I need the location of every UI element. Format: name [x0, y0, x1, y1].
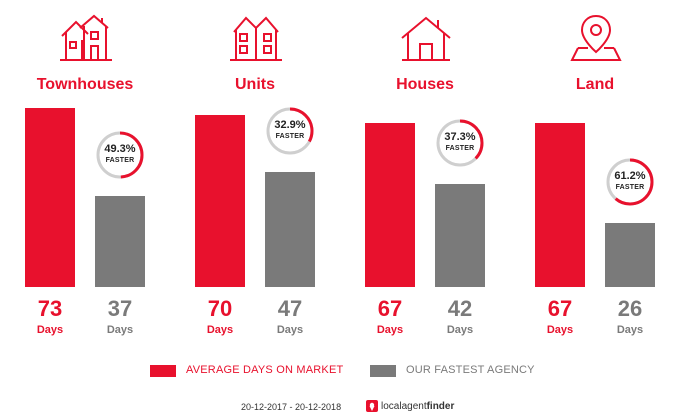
faster-label-units: FASTER [275, 132, 305, 140]
localagentfinder-logo-icon [366, 400, 378, 412]
bar-fastest-units [265, 171, 315, 287]
fast-days-value-townhouses: 37 [107, 296, 133, 321]
fast-days-unit-land: Days [616, 324, 644, 336]
bar-average-townhouses [25, 108, 75, 287]
faster-badge-units: 32.9% FASTER [265, 106, 315, 156]
faster-ring-houses [436, 119, 484, 167]
faster-percent-townhouses: 49.3% [104, 143, 136, 156]
avg-days-value-houses: 67 [377, 296, 403, 321]
faster-label-houses: FASTER [445, 145, 475, 152]
category-label-units: Units [235, 76, 275, 93]
faster-ring-townhouses [96, 131, 144, 179]
avg-days-unit-houses: Days [376, 324, 404, 336]
house-icon [401, 16, 451, 61]
bar-average-houses [365, 122, 415, 287]
fast-days-unit-units: Days [276, 324, 304, 336]
faster-badge-townhouses: 49.3% FASTER [95, 130, 145, 180]
fast-days-unit-townhouses: Days [106, 324, 134, 336]
bar-fastest-townhouses [95, 196, 145, 287]
category-label-land: Land [575, 76, 615, 93]
faster-ring-land [606, 158, 654, 206]
bar-fastest-houses [435, 184, 485, 287]
category-label-townhouses: Townhouses [36, 76, 134, 93]
land-pin-icon [570, 14, 622, 61]
avg-days-unit-land: Days [546, 324, 574, 336]
faster-percent-land: 61.2% [614, 170, 646, 183]
legend-label-fastest: OUR FASTEST AGENCY [406, 364, 535, 376]
faster-percent-houses: 37.3% [444, 131, 476, 143]
bar-fastest-land [605, 223, 655, 287]
faster-ring-units [266, 107, 314, 155]
fast-days-unit-houses: Days [446, 324, 474, 336]
avg-days-unit-townhouses: Days [36, 324, 64, 336]
brand-wordmark-left: localagent [381, 401, 427, 412]
avg-days-value-land: 67 [547, 296, 573, 321]
townhouse-icon [60, 14, 112, 61]
faster-badge-houses: 37.3% FASTER [435, 118, 485, 168]
legend-label-average: AVERAGE DAYS ON MARKET [186, 364, 344, 376]
brand-wordmark: localagentfinder [381, 401, 454, 412]
bar-average-units [195, 115, 245, 287]
faster-badge-land: 61.2% FASTER [605, 157, 655, 207]
category-label-houses: Houses [396, 76, 454, 93]
date-range: 20-12-2017 - 20-12-2018 [241, 402, 342, 412]
bar-average-land [535, 122, 585, 287]
legend-swatch-average [150, 365, 176, 377]
units-icon [230, 16, 282, 61]
fast-days-value-houses: 42 [447, 296, 473, 321]
faster-label-land: FASTER [615, 184, 645, 192]
brand-wordmark-right: finder [426, 401, 455, 412]
fast-days-value-units: 47 [277, 296, 303, 321]
fast-days-value-land: 26 [617, 296, 643, 321]
avg-days-value-townhouses: 73 [37, 296, 63, 321]
avg-days-value-units: 70 [207, 296, 233, 321]
faster-percent-units: 32.9% [274, 118, 306, 131]
avg-days-unit-units: Days [206, 324, 234, 336]
faster-label-townhouses: FASTER [105, 157, 135, 165]
legend-swatch-fastest [370, 365, 396, 377]
